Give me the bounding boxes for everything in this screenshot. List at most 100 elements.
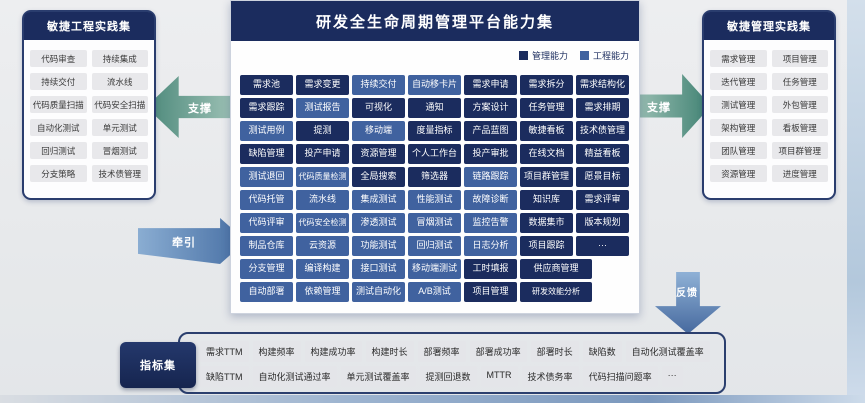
capability-button[interactable]: 依赖管理	[296, 282, 349, 302]
capability-button[interactable]: 测试退回	[240, 167, 293, 187]
capability-button[interactable]: 版本规划	[576, 213, 629, 233]
capability-button[interactable]: 提测	[296, 121, 349, 141]
capability-button[interactable]: 需求跟踪	[240, 98, 293, 118]
metric-pill[interactable]: 技术债务率	[521, 366, 579, 387]
capability-button[interactable]: 方案设计	[464, 98, 517, 118]
metric-pill[interactable]: ···	[661, 366, 683, 387]
capability-button[interactable]: 代码安全检测	[296, 213, 349, 233]
capability-button[interactable]: 性能测试	[408, 190, 461, 210]
metric-pill[interactable]: 缺陷TTM	[200, 366, 249, 387]
practice-item[interactable]: 自动化测试	[30, 119, 87, 136]
capability-button[interactable]: 移动端	[352, 121, 405, 141]
metric-pill[interactable]: 构建时长	[365, 341, 414, 362]
practice-item[interactable]: 任务管理	[771, 73, 828, 90]
capability-button[interactable]: 代码质量检测	[296, 167, 349, 187]
metric-pill[interactable]: 部署成功率	[469, 341, 527, 362]
metric-pill[interactable]: MTTR	[480, 366, 518, 387]
capability-button[interactable]: 代码评审	[240, 213, 293, 233]
capability-button[interactable]: 在线文档	[520, 144, 573, 164]
capability-button[interactable]: 自动移卡片	[408, 75, 461, 95]
capability-button[interactable]: 研发效能分析	[520, 282, 592, 302]
capability-button[interactable]: 需求变更	[296, 75, 349, 95]
capability-button[interactable]: 任务管理	[520, 98, 573, 118]
capability-button[interactable]: 需求申请	[464, 75, 517, 95]
capability-button[interactable]: 分支管理	[240, 259, 293, 279]
capability-button[interactable]: 流水线	[296, 190, 349, 210]
practice-item[interactable]: 代码安全扫描	[91, 96, 148, 113]
practice-item[interactable]: 团队管理	[710, 142, 767, 159]
capability-button[interactable]: 云资源	[296, 236, 349, 256]
capability-button[interactable]: A/B测试	[408, 282, 461, 302]
practice-item[interactable]: 持续集成	[91, 50, 148, 67]
capability-button[interactable]: 缺陷管理	[240, 144, 293, 164]
capability-button[interactable]: 冒烟测试	[408, 213, 461, 233]
capability-button[interactable]: 资源管理	[352, 144, 405, 164]
capability-button[interactable]: 敏捷看板	[520, 121, 573, 141]
metric-pill[interactable]: 构建成功率	[304, 341, 362, 362]
capability-button[interactable]: 需求拆分	[520, 75, 573, 95]
practice-item[interactable]: 回归测试	[30, 142, 87, 159]
metric-pill[interactable]: 提测回退数	[419, 366, 477, 387]
capability-button[interactable]: 产品蓝图	[464, 121, 517, 141]
capability-button[interactable]: 投产申请	[296, 144, 349, 164]
practice-item[interactable]: 项目管理	[771, 50, 828, 67]
practice-item[interactable]: 冒烟测试	[91, 142, 148, 159]
capability-button[interactable]: 故障诊断	[464, 190, 517, 210]
metric-pill[interactable]: 部署频率	[417, 341, 466, 362]
capability-button[interactable]: 需求池	[240, 75, 293, 95]
capability-button[interactable]: 回归测试	[408, 236, 461, 256]
capability-button[interactable]: 项目群管理	[520, 167, 573, 187]
capability-button[interactable]: 项目跟踪	[520, 236, 573, 256]
metric-pill[interactable]: 代码扫描问题率	[582, 366, 658, 387]
metric-pill[interactable]: 单元测试覆盖率	[340, 366, 416, 387]
practice-item[interactable]: 代码质量扫描	[30, 96, 87, 113]
practice-item[interactable]: 看板管理	[771, 119, 828, 136]
capability-button[interactable]: 数据集市	[520, 213, 573, 233]
capability-button[interactable]: 个人工作台	[408, 144, 461, 164]
capability-button[interactable]: 链路跟踪	[464, 167, 517, 187]
practice-item[interactable]: 资源管理	[710, 165, 767, 182]
practice-item[interactable]: 迭代管理	[710, 73, 767, 90]
practice-item[interactable]: 外包管理	[771, 96, 828, 113]
capability-button[interactable]: 全局搜索	[352, 167, 405, 187]
practice-item[interactable]: 单元测试	[91, 119, 148, 136]
practice-item[interactable]: 持续交付	[30, 73, 87, 90]
capability-button[interactable]: 愿景目标	[576, 167, 629, 187]
capability-button[interactable]: 通知	[408, 98, 461, 118]
practice-item[interactable]: 项目群管理	[771, 142, 828, 159]
practice-item[interactable]: 代码审查	[30, 50, 87, 67]
capability-button[interactable]: 供应商管理	[520, 259, 592, 279]
metric-pill[interactable]: 部署时长	[530, 341, 579, 362]
practice-item[interactable]: 进度管理	[771, 165, 828, 182]
capability-button[interactable]: 可视化	[352, 98, 405, 118]
capability-button[interactable]: 工时填报	[464, 259, 517, 279]
practice-item[interactable]: 架构管理	[710, 119, 767, 136]
capability-button[interactable]: 移动端测试	[408, 259, 461, 279]
metric-pill[interactable]: 自动化测试覆盖率	[625, 341, 710, 362]
capability-button[interactable]: ···	[576, 236, 629, 256]
capability-button[interactable]: 测试自动化	[352, 282, 405, 302]
practice-item[interactable]: 需求管理	[710, 50, 767, 67]
capability-button[interactable]: 集成测试	[352, 190, 405, 210]
capability-button[interactable]: 监控告警	[464, 213, 517, 233]
capability-button[interactable]: 渗透测试	[352, 213, 405, 233]
capability-button[interactable]: 接口测试	[352, 259, 405, 279]
capability-button[interactable]: 项目管理	[464, 282, 517, 302]
metrics-set-button[interactable]: 指标集	[120, 342, 196, 388]
practice-item[interactable]: 流水线	[91, 73, 148, 90]
practice-item[interactable]: 测试管理	[710, 96, 767, 113]
capability-button[interactable]: 编译构建	[296, 259, 349, 279]
capability-button[interactable]: 自动部署	[240, 282, 293, 302]
capability-button[interactable]: 需求结构化	[576, 75, 629, 95]
capability-button[interactable]: 代码托管	[240, 190, 293, 210]
practice-item[interactable]: 技术债管理	[91, 165, 148, 182]
metric-pill[interactable]: 需求TTM	[200, 341, 249, 362]
capability-button[interactable]: 度量指标	[408, 121, 461, 141]
capability-button[interactable]: 测试报告	[296, 98, 349, 118]
capability-button[interactable]: 日志分析	[464, 236, 517, 256]
capability-button[interactable]: 持续交付	[352, 75, 405, 95]
metric-pill[interactable]: 缺陷数	[582, 341, 622, 362]
capability-button[interactable]: 精益看板	[576, 144, 629, 164]
metric-pill[interactable]: 自动化测试通过率	[252, 366, 337, 387]
metric-pill[interactable]: 构建频率	[252, 341, 301, 362]
